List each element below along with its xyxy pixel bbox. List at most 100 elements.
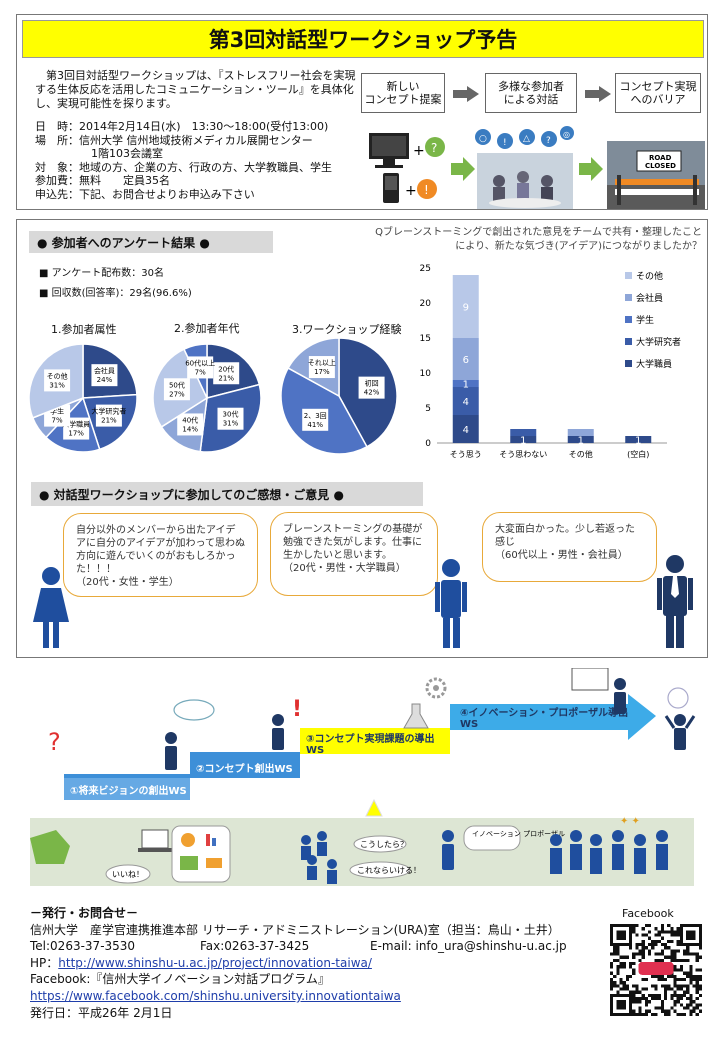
pie-label-bg bbox=[358, 376, 385, 399]
legend-label: その他 bbox=[636, 270, 663, 282]
bar-segment bbox=[452, 338, 479, 380]
fax-number: Fax:0263-37-3425 bbox=[200, 939, 310, 954]
arrow-icon bbox=[453, 86, 479, 102]
respondent-figures bbox=[33, 555, 693, 648]
legend-label: 大学研究者 bbox=[636, 336, 681, 348]
ws-step-4: ④イノベーション・プロポーザル導出WS bbox=[460, 708, 629, 730]
pie-percent: 14% bbox=[182, 425, 198, 433]
man-icon bbox=[435, 559, 467, 648]
arrow-icon bbox=[585, 86, 611, 102]
comment-bubble-3: 大変面白かった。少し若返った感じ （60代以上・男性・会社員） bbox=[482, 512, 657, 582]
x-tick-label: そう思う bbox=[450, 450, 482, 459]
event-date: 日 時：2014年2月14日(水) 13:30～18:00(受付13:00) bbox=[35, 120, 329, 133]
flask-icon bbox=[403, 703, 429, 729]
svg-text:いいね！: いいね！ bbox=[112, 870, 144, 879]
computer-icon bbox=[369, 133, 409, 168]
legend-swatch bbox=[625, 316, 632, 323]
comment-bubble-2: ブレーンストーミングの基礎が勉強できた気がします。仕事に生かしたいと思います。 … bbox=[270, 512, 438, 596]
event-place: 場 所：信州大学 信州地域技術メディカル展開センター bbox=[35, 133, 313, 147]
pie-percent: 31% bbox=[49, 381, 65, 389]
intro-text: 第3回目対話型ワークショップは、『ストレスフリー社会を実現する生体反応を活用した… bbox=[35, 69, 356, 110]
legend-label: 学生 bbox=[636, 314, 654, 326]
legend-swatch bbox=[625, 338, 632, 345]
event-fee: 参加費：無料 定員35名 bbox=[35, 174, 170, 187]
comment-attribution: （20代・男性・大学職員） bbox=[283, 563, 406, 574]
bar-segment bbox=[452, 415, 479, 443]
legend-label: 会社員 bbox=[636, 292, 663, 304]
pie-label-bg bbox=[187, 356, 214, 379]
pie-percent: 7% bbox=[52, 417, 63, 425]
svg-text:これならいける！: これならいける！ bbox=[357, 866, 421, 875]
ws-step-3: ③コンセプト実現課題の導出WS bbox=[306, 734, 435, 756]
pie-label: それ以上 bbox=[308, 358, 336, 367]
legend-swatch bbox=[625, 272, 632, 279]
meeting-photo bbox=[477, 153, 573, 209]
pie-label-bg bbox=[44, 369, 71, 392]
pie-charts: 会社員24%大学研究者21%大学職員17%学生7%その他31%20代21%30代… bbox=[28, 337, 398, 455]
pie-title-experience: 3.ワークショップ経験 bbox=[292, 323, 402, 336]
thought-bubble-icon bbox=[173, 699, 215, 721]
pie-label: 大学職員 bbox=[62, 420, 90, 429]
contact-line: Tel:0263-37-3530 Fax:0263-37-3425 E-mail… bbox=[30, 938, 590, 955]
person-icon bbox=[272, 714, 284, 750]
pie-percent: 21% bbox=[101, 417, 117, 425]
step-new-concept: 新しい コンセプト提案 bbox=[361, 73, 445, 113]
road-closed-sign: ROAD CLOSED bbox=[607, 141, 705, 209]
pie-label-bg bbox=[302, 408, 329, 431]
contact-footer: －発行・お問合せ－ 信州大学 産学官連携推進本部 リサーチ・アドミニストレーショ… bbox=[30, 905, 590, 1021]
contact-heading: －発行・お問合せ－ bbox=[30, 906, 139, 920]
pie-label: 2、3回 bbox=[304, 412, 327, 420]
pie-label-bg bbox=[177, 413, 204, 436]
person-icon bbox=[165, 732, 177, 770]
process-steps: 新しい コンセプト提案 多様な参加者 による対話 コンセプト実現 へのバリア bbox=[357, 73, 705, 115]
announcement-section: 第3回対話型ワークショップ予告 第3回目対話型ワークショップは、『ストレスフリー… bbox=[16, 14, 708, 210]
pie-percent: 27% bbox=[169, 390, 185, 398]
svg-text:○: ○ bbox=[479, 134, 487, 144]
x-tick-label: (空白) bbox=[627, 449, 649, 459]
proposal-person-icon bbox=[442, 830, 454, 870]
pie-label: 初回 bbox=[365, 379, 379, 388]
pie-label: 20代 bbox=[218, 364, 234, 373]
pie-percent: 24% bbox=[97, 376, 113, 384]
pie-label: 大学研究者 bbox=[91, 407, 126, 416]
distributed-count: ■ アンケート配布数：30名 bbox=[39, 268, 164, 279]
bar-value-label: 1 bbox=[463, 380, 469, 391]
issue-date: 発行日：平成26年 2月1日 bbox=[30, 1005, 173, 1020]
gear-icon bbox=[425, 677, 447, 699]
homepage-link[interactable]: http://www.shinshu-u.ac.jp/project/innov… bbox=[58, 955, 372, 970]
group-people-icon bbox=[301, 831, 337, 884]
svg-text:!: ! bbox=[503, 138, 507, 148]
homepage-line: HP：http://www.shinshu-u.ac.jp/project/in… bbox=[30, 955, 590, 972]
event-target: 対 象：地域の方、企業の方、行政の方、大学教職員、学生 bbox=[35, 160, 332, 174]
y-tick-label: 5 bbox=[425, 404, 431, 414]
pie-label-bg bbox=[163, 378, 190, 401]
y-tick-label: 25 bbox=[420, 264, 431, 274]
svg-text:?: ? bbox=[546, 136, 551, 146]
bar-segment bbox=[452, 275, 479, 338]
bar-value-label: 1 bbox=[635, 436, 641, 447]
page-title: 第3回対話型ワークショップ予告 bbox=[22, 20, 704, 58]
qr-code-icon[interactable] bbox=[610, 924, 702, 1016]
feedback-heading: ● 対話型ワークショップに参加してのご感想・ご意見 ● bbox=[31, 482, 423, 506]
comment-bubble-1: 自分以外のメンバーから出たアイデアに自分のアイデアが加わって思わぬ方向に遊んでい… bbox=[63, 513, 258, 597]
pie-label: 会社員 bbox=[94, 366, 115, 375]
concept-illustration: + ? + ! ○ ! △ ? ◎ ROAD CLOSED bbox=[369, 126, 705, 209]
bar-segment bbox=[452, 387, 479, 415]
presenter-icon bbox=[571, 668, 626, 714]
legend-swatch bbox=[625, 294, 632, 301]
event-room: 1階103会議室 bbox=[91, 147, 163, 160]
svg-text:?: ? bbox=[431, 141, 437, 155]
question-icon: ? bbox=[48, 728, 61, 756]
email-address: E-mail: info_ura@shinshu-u.ac.jp bbox=[370, 939, 567, 954]
pie-label-bg bbox=[213, 362, 240, 385]
laptop-icon bbox=[138, 829, 172, 852]
facebook-link[interactable]: https://www.facebook.com/shinshu.univers… bbox=[30, 988, 401, 1003]
svg-text:+: + bbox=[405, 183, 417, 199]
svg-text:CLOSED: CLOSED bbox=[645, 162, 676, 170]
pie-percent: 17% bbox=[314, 368, 330, 376]
bar-value-label: 1 bbox=[520, 436, 526, 447]
comment-text: 大変面白かった。少し若返った感じ bbox=[495, 524, 635, 548]
x-tick-label: そう思わない bbox=[499, 450, 547, 459]
pie-percent: 21% bbox=[218, 374, 234, 382]
up-triangle-icon bbox=[365, 798, 383, 817]
